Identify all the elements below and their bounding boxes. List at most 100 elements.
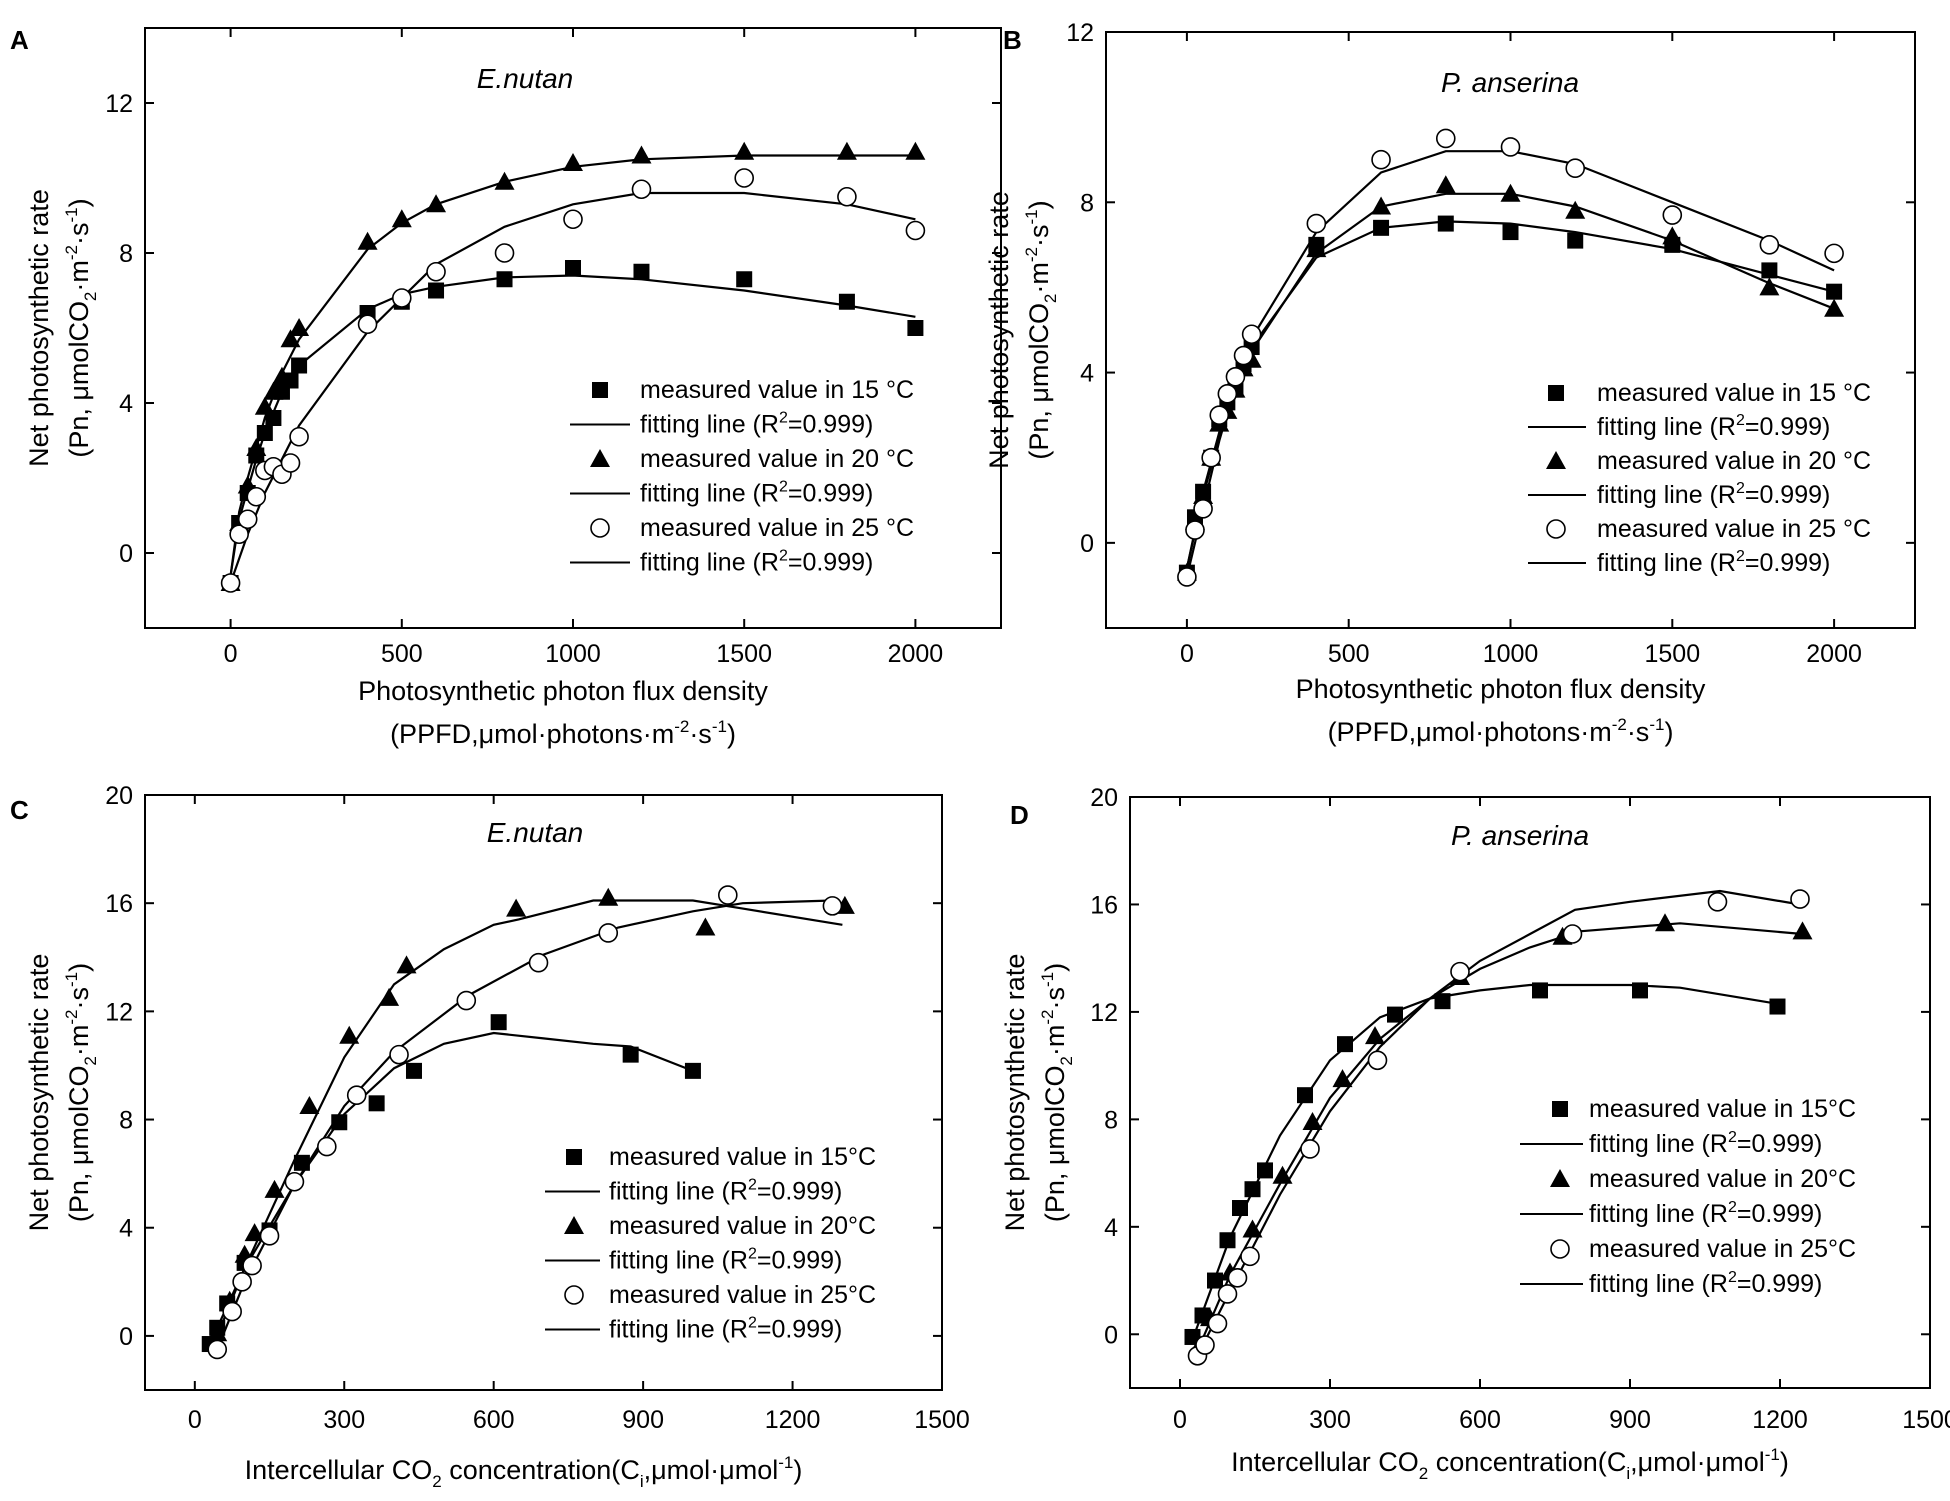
data-point-square [1826, 283, 1843, 300]
data-point-circle [1209, 405, 1230, 425]
y-tick-label: 12 [105, 998, 133, 1026]
data-point-circle [1707, 891, 1728, 912]
x-tick-label: 500 [1328, 640, 1370, 668]
legend-marker-triangle [564, 1216, 584, 1234]
legend-fitting-label: fitting line (R2=0.999) [640, 410, 873, 439]
data-point-circle [563, 209, 583, 230]
data-point-square [405, 1062, 422, 1079]
legend-measured-label: measured value in 20°C [1589, 1165, 1856, 1193]
y-tick-label: 8 [1104, 1106, 1118, 1134]
data-point-square [1769, 998, 1786, 1015]
data-point-triangle [506, 898, 527, 917]
data-point-circle [222, 1301, 242, 1322]
data-point-triangle [1435, 175, 1456, 194]
data-point-circle [346, 1085, 367, 1106]
y-tick-label: 16 [1090, 891, 1118, 919]
data-point-circle [280, 453, 301, 473]
x-tick-label: 900 [1609, 1406, 1651, 1434]
data-point-circle [1227, 1268, 1248, 1288]
data-point-triangle [263, 381, 284, 400]
data-point-triangle [494, 171, 515, 190]
legend-measured-label: measured value in 25°C [1589, 1235, 1856, 1263]
x-tick-label: 500 [381, 640, 423, 668]
legend-measured-label: measured value in 20°C [609, 1212, 876, 1240]
data-point-circle [822, 896, 843, 916]
legend-measured-label: measured value in 15 °C [640, 376, 914, 404]
y-tick-label: 4 [1080, 360, 1094, 388]
data-point-square [1373, 219, 1390, 236]
data-point-triangle [1242, 1219, 1263, 1238]
data-point-square [1437, 215, 1454, 232]
legend: measured value in 15 °C fitting line (R2=… [1528, 379, 1871, 577]
data-point-square [684, 1062, 701, 1079]
x-axis-title-line2: (PPFD,μmol·photons·m-2​·s-1​) [390, 717, 736, 749]
legend-fitting-label: fitting line (R2=0.999) [1589, 1199, 1822, 1228]
data-point-triangle [299, 1096, 320, 1115]
data-point-circle [317, 1136, 337, 1157]
data-point-square [1297, 1087, 1313, 1104]
series-circle [1187, 889, 1810, 1366]
y-tick-label: 12 [1066, 19, 1094, 47]
y-tick-label: 4 [119, 1215, 133, 1243]
plot-frame [144, 794, 943, 1391]
data-point-triangle [1302, 1112, 1323, 1131]
x-tick-label: 600 [473, 1406, 515, 1434]
x-axis-title-line2: (PPFD,μmol·photons·m-2​·s-1​) [1328, 715, 1674, 747]
y-tick-label: 12 [1090, 999, 1118, 1027]
panel-letter: A [10, 25, 29, 55]
data-point-square [1632, 982, 1648, 999]
legend-marker-triangle [1550, 1169, 1570, 1187]
data-point-triangle [396, 955, 417, 974]
legend: measured value in 15°C fitting line (R2=0… [1520, 1095, 1856, 1298]
data-point-triangle [379, 987, 400, 1006]
plot-title: E.nutan [487, 817, 584, 848]
fitting-line [208, 1031, 694, 1345]
fitting-line [229, 274, 916, 576]
y-axis-title-line2: (Pn, μmolCO2​·m-2​·s-1​) [1022, 200, 1060, 459]
legend-measured-label: measured value in 15°C [1589, 1095, 1856, 1123]
data-point-square [907, 320, 924, 336]
data-point-triangle [1371, 196, 1392, 215]
data-point-circle [207, 1339, 228, 1360]
y-tick-label: 16 [105, 890, 133, 918]
data-point-triangle [426, 194, 447, 213]
legend-fitting-label: fitting line (R2=0.999) [609, 1246, 842, 1275]
data-point-square [428, 282, 445, 299]
y-tick-label: 4 [119, 390, 133, 418]
y-tick-label: 20 [105, 782, 133, 810]
data-point-triangle [264, 1179, 285, 1198]
x-tick-label: 0 [224, 640, 238, 668]
legend-fitting-label: fitting line (R2=0.999) [609, 1315, 842, 1344]
data-point-triangle [289, 318, 310, 336]
plot-frame [1129, 796, 1931, 1389]
data-point-square [1761, 262, 1778, 279]
data-point-circle [357, 314, 378, 335]
data-point-triangle [271, 366, 292, 385]
y-tick-label: 8 [119, 240, 133, 268]
data-point-circle [1240, 1246, 1260, 1267]
plot-title: P. anserina [1451, 820, 1589, 851]
data-point-triangle [1565, 200, 1586, 219]
series-circle [1177, 128, 1844, 587]
legend-marker-circle [1550, 1239, 1570, 1259]
data-point-triangle [1662, 226, 1683, 245]
data-point-triangle [1759, 277, 1780, 296]
x-tick-label: 1500 [914, 1406, 970, 1434]
data-point-triangle [246, 438, 267, 456]
data-point-circle [734, 168, 755, 188]
data-point-square [1434, 993, 1451, 1010]
panel-a: A 0 500 1000 1500 2000 0 4 8 12 E.nutan Net photosy… [10, 25, 1002, 749]
legend-measured-label: measured value in 25°C [609, 1281, 876, 1309]
data-point-circle [598, 923, 619, 943]
data-point-triangle [1655, 913, 1675, 932]
panel-letter: C [10, 795, 29, 825]
data-point-circle [1759, 235, 1780, 255]
data-point-triangle [1500, 183, 1521, 202]
y-tick-label: 8 [119, 1107, 133, 1135]
y-tick-label: 20 [1090, 784, 1118, 812]
legend-measured-label: measured value in 15 °C [1597, 379, 1871, 407]
legend-marker-square [1548, 385, 1564, 401]
data-point-circle [1193, 498, 1213, 519]
panel-c: C 0 300 600 900 1200 1500 0 4 8 12 16 20 E.nutan Net p… [10, 782, 970, 1491]
x-tick-label: 600 [1459, 1406, 1501, 1434]
